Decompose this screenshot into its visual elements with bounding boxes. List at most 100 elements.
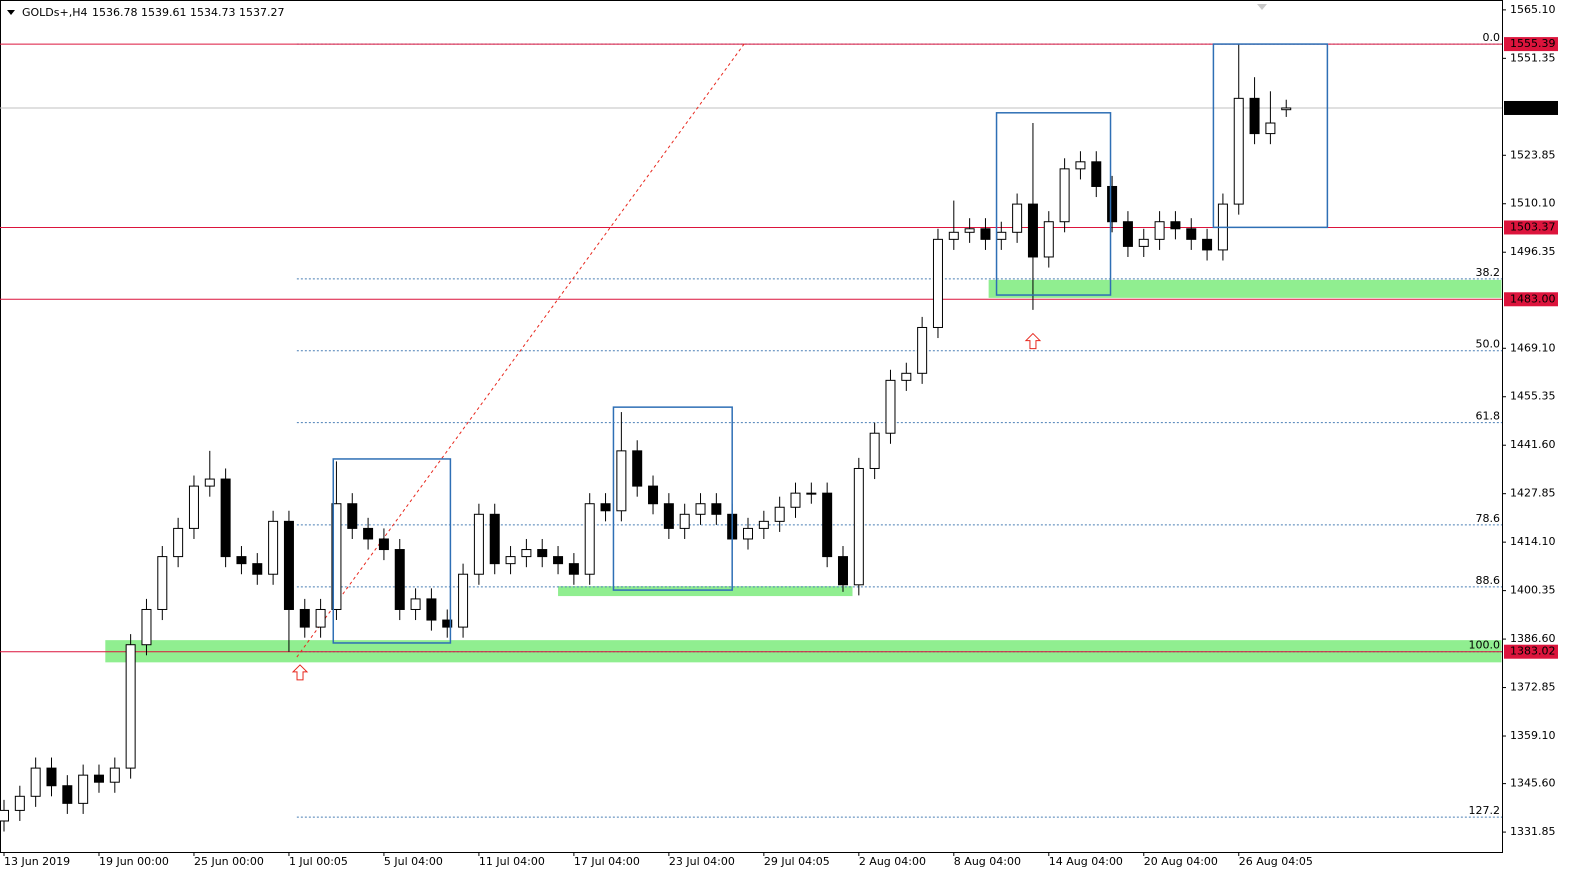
x-tick-label: 11 Jul 04:00 bbox=[479, 855, 545, 868]
candle-body bbox=[790, 492, 801, 508]
candle-body bbox=[283, 520, 294, 610]
x-tick-label: 23 Jul 04:00 bbox=[669, 855, 735, 868]
candle-body bbox=[964, 228, 975, 233]
x-tick-label: 17 Jul 04:00 bbox=[574, 855, 640, 868]
candle-body bbox=[822, 492, 833, 558]
candle-body bbox=[616, 450, 627, 512]
candle-body bbox=[1122, 221, 1133, 247]
x-tick-label: 5 Jul 04:00 bbox=[384, 855, 443, 868]
candle-body bbox=[458, 573, 469, 628]
x-tick-label: 13 Jun 2019 bbox=[4, 855, 70, 868]
range-box bbox=[612, 406, 733, 591]
candle-body bbox=[917, 326, 928, 374]
y-tick-label: 1345.60 bbox=[1510, 777, 1556, 790]
candle-body bbox=[679, 513, 690, 529]
candle-body bbox=[980, 228, 991, 240]
candle-body bbox=[663, 503, 674, 529]
candle-body bbox=[1281, 107, 1292, 111]
candle-body bbox=[584, 503, 595, 575]
candle-body bbox=[600, 503, 611, 512]
fib-label: 78.6 bbox=[1476, 512, 1501, 525]
candle-body bbox=[109, 767, 120, 783]
candle-body bbox=[188, 485, 199, 529]
menu-marker bbox=[7, 10, 15, 15]
fib-label: 88.6 bbox=[1476, 574, 1501, 587]
candle-body bbox=[1091, 161, 1102, 187]
plot-frame bbox=[0, 0, 1503, 853]
candle-body bbox=[252, 563, 263, 575]
candle-body bbox=[1233, 97, 1244, 205]
candle-body bbox=[1170, 221, 1181, 230]
x-tick-label: 19 Jun 00:00 bbox=[99, 855, 169, 868]
price-tag bbox=[1504, 644, 1558, 659]
price-tag-label: 1537.27 bbox=[1510, 101, 1556, 114]
x-tick-label: 29 Jul 04:05 bbox=[764, 855, 830, 868]
candle-body bbox=[442, 619, 453, 628]
x-tick-label: 8 Aug 04:00 bbox=[954, 855, 1021, 868]
range-box bbox=[1212, 43, 1329, 229]
price-tag-label: 1555.39 bbox=[1510, 37, 1556, 50]
candle-body bbox=[331, 503, 342, 610]
y-tick-label: 1359.10 bbox=[1510, 729, 1556, 742]
candle-body bbox=[996, 231, 1007, 240]
x-tick-label: 25 Jun 00:00 bbox=[194, 855, 264, 868]
candle-body bbox=[648, 485, 659, 505]
price-tag bbox=[1504, 37, 1558, 52]
candle-body bbox=[806, 492, 817, 495]
fib-label: 50.0 bbox=[1476, 338, 1501, 351]
x-tick-label: 1 Jul 00:05 bbox=[289, 855, 348, 868]
candle-body bbox=[1043, 221, 1054, 258]
candle-body bbox=[220, 478, 231, 558]
x-tick-label: 20 Aug 04:00 bbox=[1144, 855, 1218, 868]
candle-body bbox=[1059, 168, 1070, 223]
support-zone bbox=[558, 586, 853, 597]
y-tick-label: 1496.35 bbox=[1510, 245, 1556, 258]
candle-body bbox=[204, 478, 215, 487]
y-tick-label: 1523.85 bbox=[1510, 148, 1556, 161]
candle-body bbox=[758, 520, 769, 529]
candle-body bbox=[236, 556, 247, 565]
price-tag-label: 1383.02 bbox=[1510, 645, 1556, 658]
range-box bbox=[995, 112, 1112, 296]
candle-body bbox=[1186, 228, 1197, 240]
support-zone bbox=[988, 279, 1502, 298]
candle-body bbox=[853, 467, 864, 586]
candle-body bbox=[93, 774, 104, 783]
shift-marker bbox=[1257, 4, 1267, 10]
candle-body bbox=[553, 556, 564, 565]
candle-body bbox=[268, 520, 279, 575]
x-tick-label: 26 Aug 04:05 bbox=[1239, 855, 1313, 868]
candle-body bbox=[505, 556, 516, 565]
up-arrow bbox=[291, 664, 309, 681]
fib-label: 127.2 bbox=[1469, 804, 1501, 817]
candle-body bbox=[537, 549, 548, 558]
candle-body bbox=[711, 503, 722, 515]
candle-body bbox=[948, 231, 959, 240]
candle-body bbox=[1075, 161, 1086, 170]
y-tick-label: 1400.35 bbox=[1510, 584, 1556, 597]
price-tag bbox=[1504, 100, 1558, 115]
candle-body bbox=[695, 503, 706, 515]
candle-body bbox=[869, 432, 880, 469]
candle-body bbox=[632, 450, 643, 487]
y-tick-label: 1427.85 bbox=[1510, 487, 1556, 500]
y-tick-label: 1372.85 bbox=[1510, 681, 1556, 694]
ohlc-values: 1536.78 1539.61 1534.73 1537.27 bbox=[92, 6, 284, 19]
candle-body bbox=[363, 527, 374, 540]
symbol-title: GOLDs+,H4 bbox=[22, 6, 88, 19]
candle-body bbox=[141, 608, 152, 646]
candle-body bbox=[932, 238, 943, 328]
candle-body bbox=[125, 644, 136, 769]
candle-body bbox=[78, 774, 89, 804]
y-tick-label: 1455.35 bbox=[1510, 390, 1556, 403]
y-tick-label: 1386.60 bbox=[1510, 632, 1556, 645]
y-tick-label: 1469.10 bbox=[1510, 341, 1556, 354]
price-tag bbox=[1504, 220, 1558, 235]
candle-body bbox=[1202, 238, 1213, 251]
candle-body bbox=[774, 506, 785, 522]
up-arrow bbox=[1024, 332, 1042, 350]
candle-body bbox=[62, 785, 73, 804]
